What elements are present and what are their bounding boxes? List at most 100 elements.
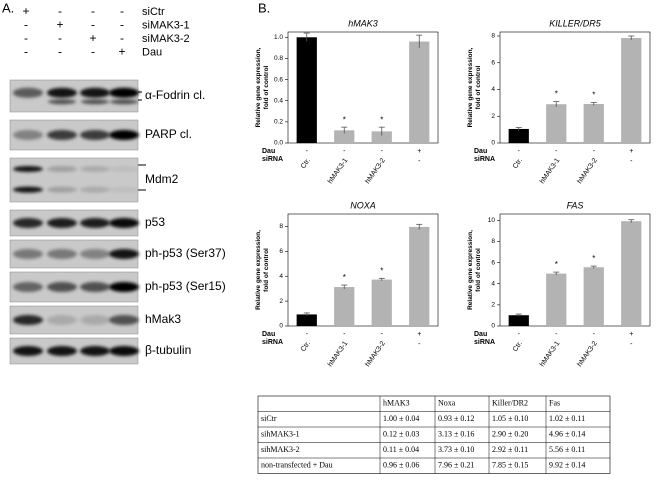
y-tick-label: 8 xyxy=(491,238,495,245)
condition-label: siCtr xyxy=(142,6,165,18)
band xyxy=(47,218,77,228)
band xyxy=(47,315,77,325)
y-axis-label-line: fold of control xyxy=(475,248,482,292)
significance-mark: * xyxy=(592,254,595,263)
table-cell: 3.73 ± 0.10 xyxy=(438,445,474,454)
category-label: Ctr. xyxy=(512,340,524,353)
band xyxy=(13,130,43,140)
category-label: hMAK3-1 xyxy=(327,157,350,185)
y-axis-label: Relative gene expression,fold of control xyxy=(255,47,270,127)
category-label: hMAK3-1 xyxy=(539,157,562,185)
band xyxy=(13,218,43,228)
band xyxy=(13,282,43,292)
category-label: - xyxy=(418,341,421,348)
bar xyxy=(296,37,317,143)
band xyxy=(13,346,43,356)
condition-sign: - xyxy=(58,31,62,45)
category-label: - xyxy=(418,158,421,165)
blot-label: Mdm2 xyxy=(145,172,179,186)
plot-frame xyxy=(287,213,439,327)
blot-label: α-Fodrin cl. xyxy=(145,88,205,102)
condition-sign: - xyxy=(91,45,95,59)
bar xyxy=(371,131,392,143)
blot-label: ph-p53 (Ser37) xyxy=(145,246,226,260)
band xyxy=(47,186,77,193)
band xyxy=(13,249,43,259)
condition-value: - xyxy=(518,148,521,155)
y-tick-label: 4 xyxy=(491,86,495,93)
condition-value: + xyxy=(417,331,421,338)
table-frame xyxy=(257,395,611,474)
plot-frame xyxy=(499,31,651,144)
category-label: hMAK3-1 xyxy=(327,340,350,368)
table-cell: 7.85 ± 0.15 xyxy=(492,461,528,470)
chart-title: NOXA xyxy=(350,200,376,210)
band xyxy=(47,166,77,172)
band xyxy=(13,87,43,98)
condition-label: Dau xyxy=(474,148,487,155)
category-label: - xyxy=(630,341,633,348)
y-tick-label: 8 xyxy=(279,223,283,230)
band xyxy=(13,315,43,325)
table-cell: sihMAK3-2 xyxy=(261,445,300,454)
bar xyxy=(546,104,567,143)
y-axis-label: Relative gene expression,fold of control xyxy=(255,230,270,310)
band xyxy=(80,87,110,98)
y-tick-label: 2 xyxy=(279,298,283,305)
y-tick-label: 8 xyxy=(491,33,495,40)
category-label: hMAK3-2 xyxy=(364,157,387,185)
blot-label: PARP cl. xyxy=(145,127,192,141)
condition-value: - xyxy=(593,331,596,338)
condition-sign: - xyxy=(91,4,95,18)
chart-title: hMAK3 xyxy=(348,18,378,28)
band xyxy=(13,186,43,193)
y-tick-label: 0 xyxy=(491,140,495,147)
y-axis-label-line: fold of control xyxy=(475,65,482,109)
plot-frame xyxy=(287,31,439,144)
significance-mark: * xyxy=(592,91,595,100)
table-cell: 9.92 ± 0.14 xyxy=(549,461,585,470)
condition-sign: - xyxy=(24,45,28,59)
bar xyxy=(621,38,642,143)
condition-value: - xyxy=(593,148,596,155)
blot-label: ph-p53 (Ser15) xyxy=(145,279,226,293)
condition-label: Dau xyxy=(474,331,487,338)
chart-title: KILLER/DR5 xyxy=(549,18,602,28)
condition-value: - xyxy=(555,148,558,155)
category-label: Ctr. xyxy=(300,157,312,170)
condition-value: - xyxy=(306,331,309,338)
condition-label: siMAK3-1 xyxy=(142,19,190,31)
y-axis-label-line: Relative gene expression, xyxy=(255,47,262,127)
condition-sign: - xyxy=(91,18,95,32)
table-cell: 0.12 ± 0.03 xyxy=(383,430,419,439)
y-tick-label: 0 xyxy=(279,323,283,330)
condition-value: + xyxy=(629,331,633,338)
condition-value: + xyxy=(417,148,421,155)
y-tick-label: 6 xyxy=(491,259,495,266)
category-label: Ctr. xyxy=(300,340,312,353)
band xyxy=(13,166,43,172)
y-axis-label-line: fold of control xyxy=(263,248,270,292)
significance-mark: * xyxy=(555,260,558,269)
condition-value: - xyxy=(381,331,384,338)
condition-sign: + xyxy=(89,31,96,45)
table-cell: 2.92 ± 0.11 xyxy=(492,445,528,454)
condition-sign: + xyxy=(118,45,125,59)
category-label: hMAK3-2 xyxy=(364,340,387,368)
condition-value: - xyxy=(381,148,384,155)
bar xyxy=(621,221,642,326)
bar xyxy=(583,103,604,143)
band xyxy=(109,87,139,98)
band xyxy=(47,249,77,259)
blot-label: β-tubulin xyxy=(145,343,191,357)
band xyxy=(47,282,77,292)
band xyxy=(109,166,139,172)
condition-sign: - xyxy=(58,45,62,59)
band xyxy=(109,186,139,193)
bar xyxy=(371,279,392,326)
band xyxy=(109,346,139,356)
condition-label: siMAK3-2 xyxy=(142,33,190,45)
y-tick-label: 0.8 xyxy=(274,55,283,62)
table-cell: 1.05 ± 0.10 xyxy=(492,414,528,423)
y-axis-label: Relative gene expression,fold of control xyxy=(467,47,482,127)
